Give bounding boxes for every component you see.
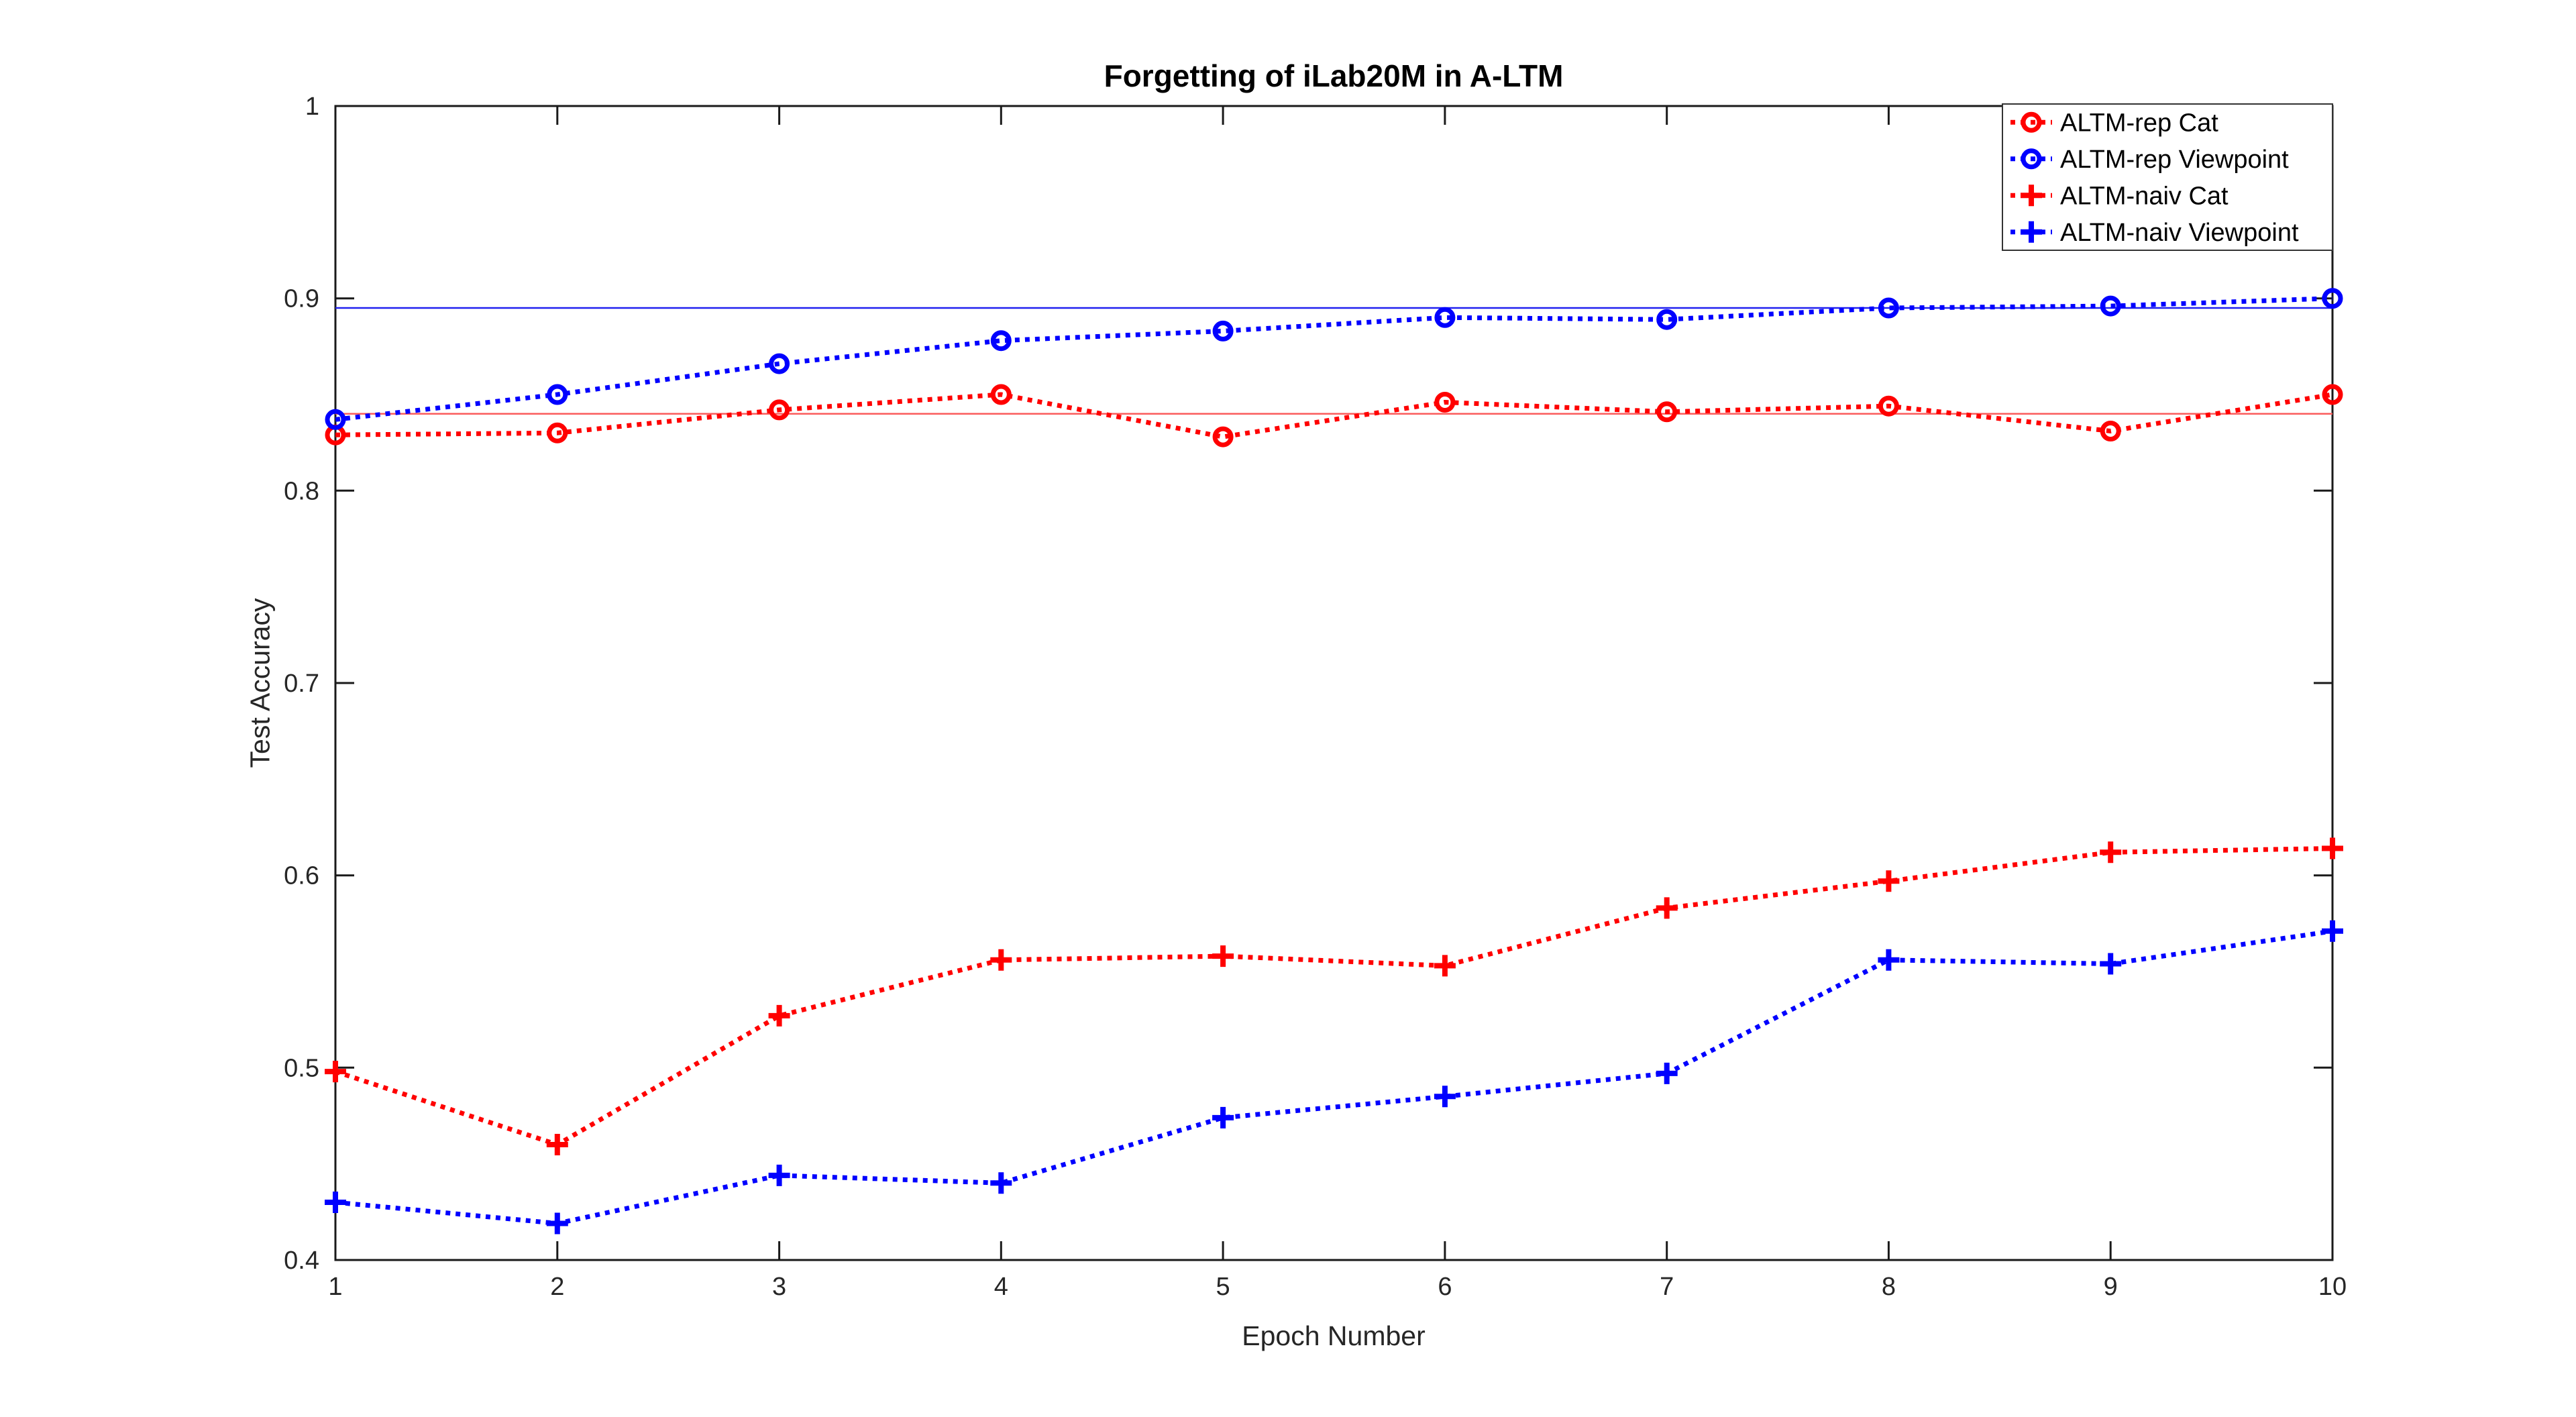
marker-circle [1212,426,1234,448]
legend-label: ALTM-naiv Cat [2060,182,2229,210]
series-line-altm-rep-cat [335,392,2333,439]
marker-circle [2100,421,2121,441]
x-tick-label: 6 [1438,1273,1452,1301]
marker-plus [2100,953,2122,975]
marker-circle [547,384,568,405]
axis-ticks [334,105,2334,1261]
x-axis-label: Epoch Number [1242,1320,1426,1351]
marker-circle [990,384,1012,405]
marker-circle [1656,309,1678,330]
marker-plus [768,1164,790,1186]
marker-circle [1878,297,1899,319]
marker-plus [1212,945,1234,967]
x-tick-label: 7 [1660,1273,1674,1301]
marker-plus [768,1004,790,1027]
x-tick-label: 8 [1882,1273,1896,1301]
marker-plus [325,1192,346,1213]
legend-label: ALTM-rep Viewpoint [2060,146,2289,174]
marker-plus [1434,955,1456,977]
marker-circle [2021,148,2042,170]
series-line-altm-rep-viewpoint [335,296,2333,422]
marker-plus [990,949,1012,971]
marker-plus [2322,837,2343,859]
y-tick-label: 0.9 [284,285,319,313]
marker-circle [1656,401,1678,423]
series-line-altm-naiv-cat [334,846,2333,1147]
marker-circle [547,422,568,443]
marker-circle [1878,395,1899,417]
marker-plus [546,1134,568,1155]
marker-plus [1212,1106,1234,1129]
x-tick-label: 4 [994,1273,1008,1301]
x-tick-label: 9 [2104,1273,2118,1301]
x-tick-label: 3 [772,1273,786,1301]
legend-item-altm-rep-cat: ALTM-rep Cat [2010,109,2218,137]
marker-plus [1656,897,1678,919]
legend-label: ALTM-naiv Viewpoint [2060,219,2299,247]
legend-item-altm-naiv-viewpoint: ALTM-naiv Viewpoint [2010,219,2299,247]
marker-circle [769,399,790,421]
series-altm-rep-viewpoint [325,288,2343,430]
marker-circle [1434,392,1456,413]
marker-circle [2021,111,2042,133]
series-altm-naiv-viewpoint [325,920,2343,1235]
legend-box [2002,103,2333,251]
marker-circle [2322,384,2343,405]
x-tick-label: 2 [550,1273,564,1301]
series-line-altm-naiv-viewpoint [335,929,2333,1226]
legend-label: ALTM-rep Cat [2060,109,2218,137]
marker-circle [990,330,1012,352]
series-altm-naiv-cat [325,837,2343,1155]
marker-plus [1878,870,1900,892]
marker-circle [325,409,346,430]
x-tick-label: 10 [2318,1273,2347,1301]
y-tick-label: 0.8 [284,477,319,505]
y-tick-label: 0.4 [284,1247,319,1275]
marker-circle [2100,295,2121,317]
marker-plus [1878,949,1900,971]
marker-circle [1434,307,1456,328]
chart-title: Forgetting of iLab20M in A-LTM [1104,58,1564,93]
marker-plus [1434,1086,1456,1108]
series-altm-rep-cat [325,384,2343,448]
y-tick-label: 0.5 [284,1054,319,1082]
marker-plus [1656,1062,1678,1084]
marker-circle [769,353,790,374]
y-tick-label: 0.6 [284,862,319,890]
y-tick-label: 1 [305,93,319,121]
legend: ALTM-rep Cat ALTM-rep Viewpoint ALTM-naiv … [2002,103,2333,251]
marker-plus [2021,221,2042,243]
marker-circle [1212,320,1234,342]
x-tick-label: 1 [328,1273,342,1301]
marker-plus [2021,185,2042,207]
marker-plus [2322,920,2343,942]
marker-plus [2100,841,2122,863]
x-tick-label: 5 [1216,1273,1230,1301]
y-tick-label: 0.7 [284,670,319,698]
tick-labels: 0.4 0.5 0.6 0.7 0.8 0.9 1 1 2 3 4 5 6 7 8 9 10 [284,93,2347,1301]
marker-plus [325,1061,346,1083]
plot-border [334,105,2334,1261]
legend-item-altm-naiv-cat: ALTM-naiv Cat [2010,182,2229,210]
marker-circle [2322,288,2343,309]
y-axis-label: Test Accuracy [244,598,276,768]
marker-plus [990,1172,1012,1194]
legend-item-altm-rep-viewpoint: ALTM-rep Viewpoint [2010,146,2289,174]
marker-plus [546,1212,568,1235]
